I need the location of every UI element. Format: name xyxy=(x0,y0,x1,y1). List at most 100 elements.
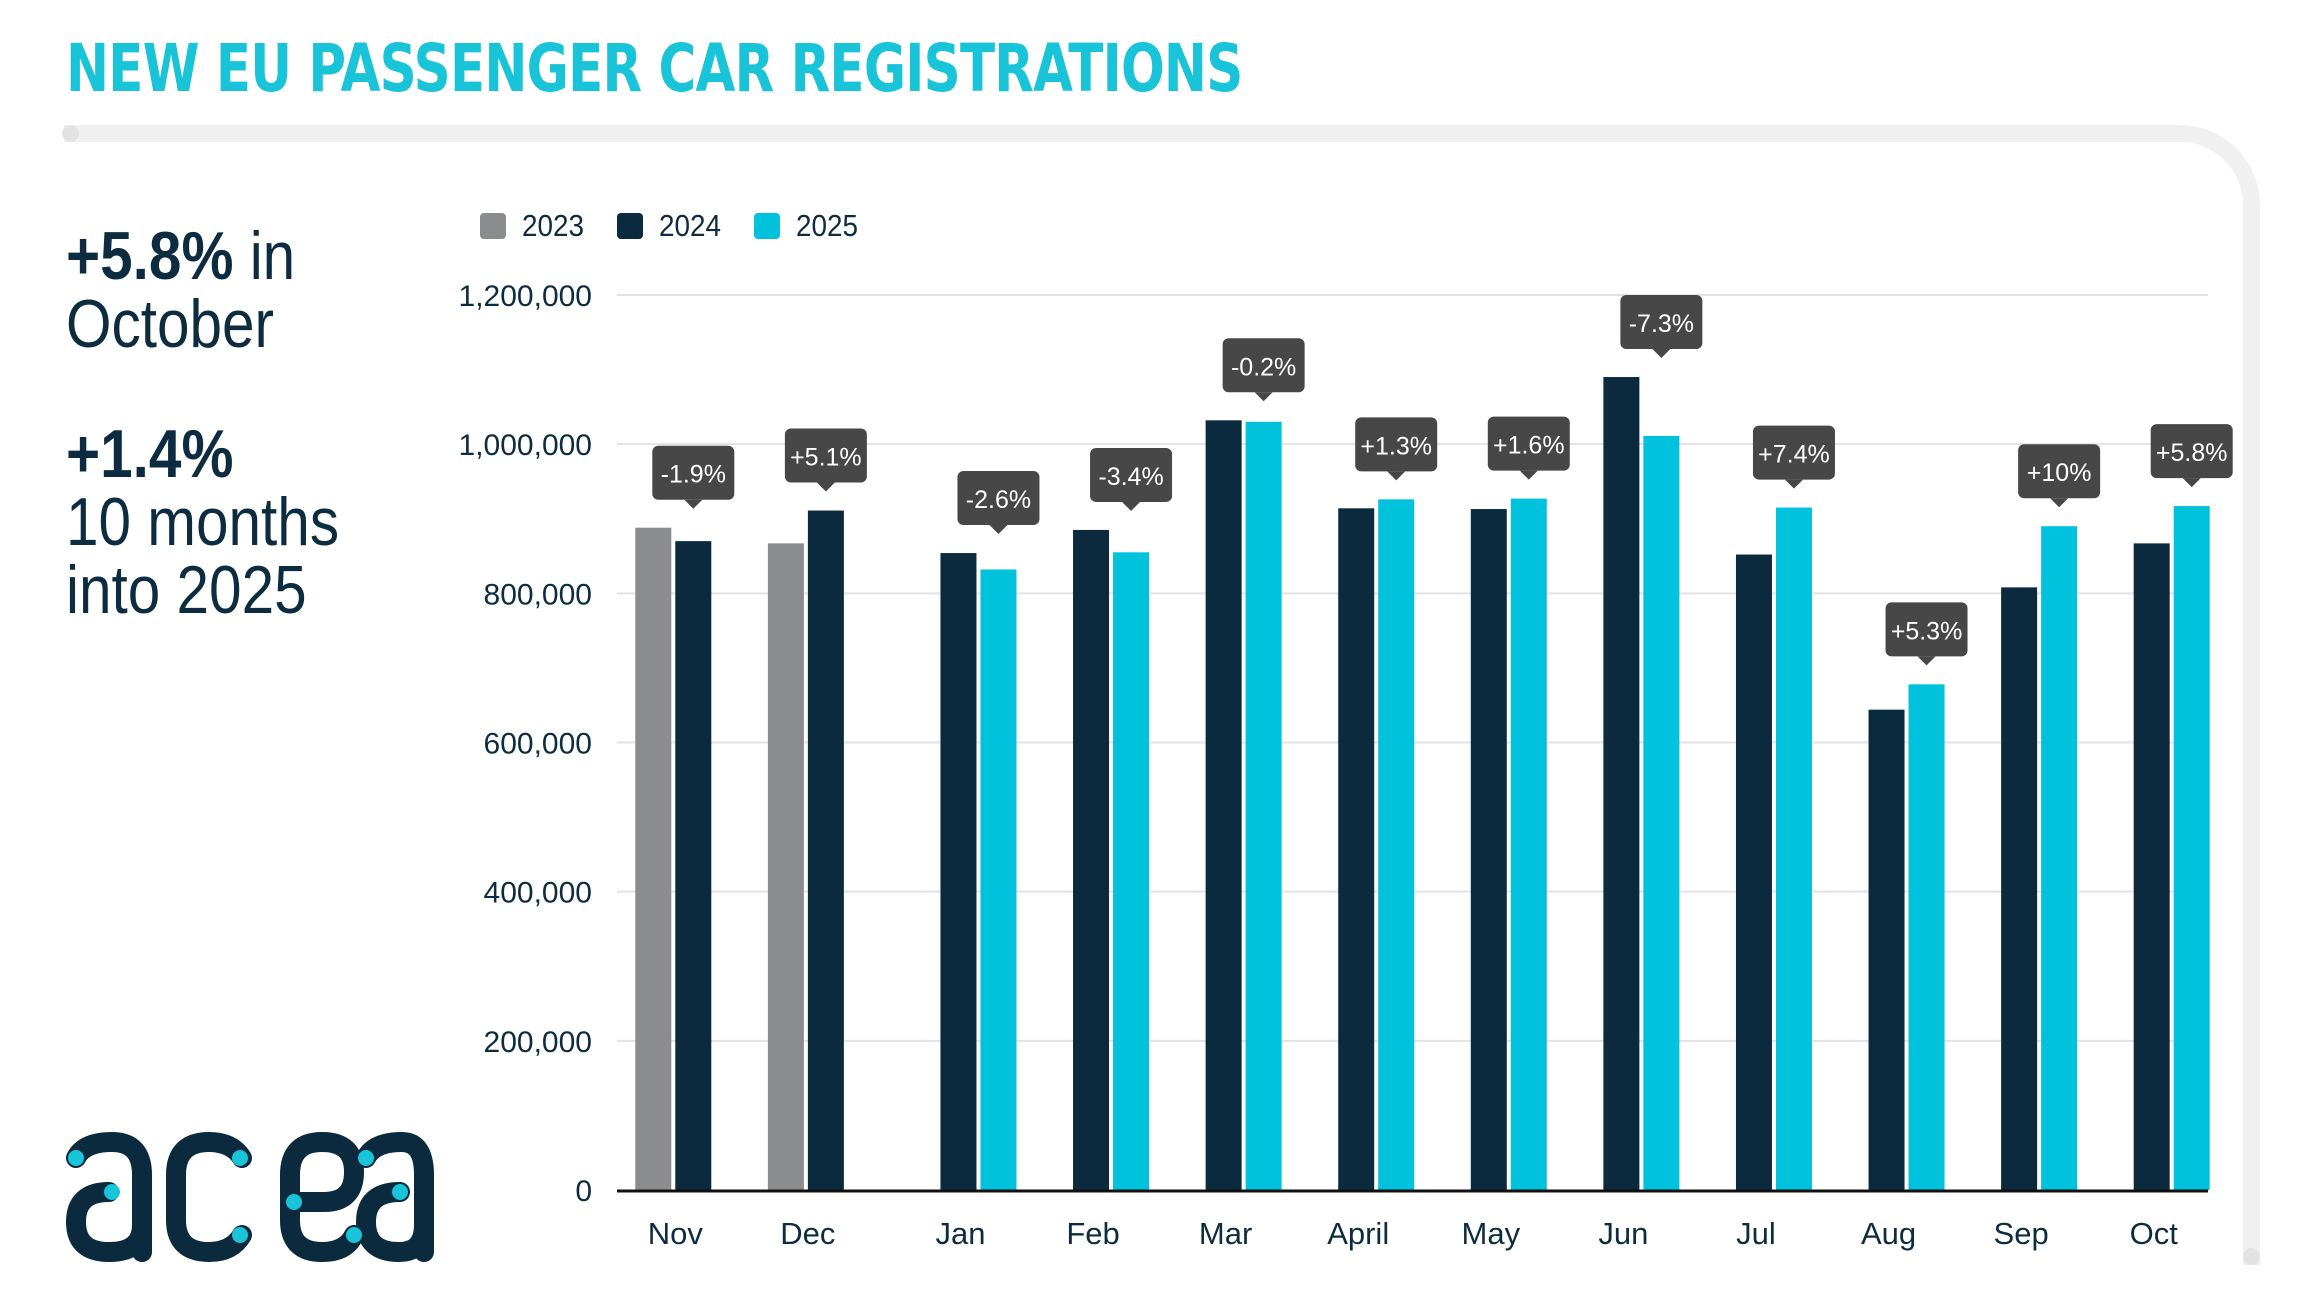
annotation-label: +5.1% xyxy=(790,444,862,472)
annotation-label: -1.9% xyxy=(661,461,726,489)
legend-label: 2025 xyxy=(795,208,859,243)
chart-legend: 2023 2024 2025 xyxy=(480,208,891,244)
bar-2025-aug[interactable] xyxy=(1908,684,1945,1190)
annotation-callout: +5.1% xyxy=(784,428,867,492)
annotation-callout: +7.4% xyxy=(1752,425,1835,489)
legend-item-2023[interactable]: 2023 xyxy=(480,208,591,244)
bar-2024-jun[interactable] xyxy=(1603,377,1640,1191)
kpi-ytd: +1.4% 10 months into 2025 xyxy=(66,420,339,624)
callout-pointer xyxy=(2050,498,2069,508)
bar-2025-may[interactable] xyxy=(1510,498,1547,1190)
annotation-label: -3.4% xyxy=(1098,463,1163,491)
bar-2023-dec[interactable] xyxy=(767,543,804,1190)
annotation-label: +1.3% xyxy=(1360,432,1432,460)
callout-box xyxy=(957,471,1040,526)
legend-swatch-2023 xyxy=(480,213,506,239)
legend-item-2024[interactable]: 2024 xyxy=(616,208,728,244)
kpi-ytd-label-1: 10 months xyxy=(66,484,340,560)
legend-label: 2023 xyxy=(522,208,585,243)
bar-2024-april[interactable] xyxy=(1338,508,1375,1190)
y-tick-label: 400,000 xyxy=(484,877,592,910)
x-tick-label: Mar xyxy=(1199,1216,1252,1251)
logo-dot xyxy=(392,1184,408,1200)
page-title: NEW EU PASSENGER CAR REGISTRATIONS xyxy=(66,30,1243,107)
annotation-label: +10% xyxy=(2027,459,2092,487)
y-tick-label: 600,000 xyxy=(484,728,592,761)
logo-dot xyxy=(346,1227,362,1243)
callout-pointer xyxy=(1387,471,1406,481)
panel-frame-cap xyxy=(2243,1248,2260,1265)
bar-2024-dec[interactable] xyxy=(807,510,844,1190)
callout-box xyxy=(652,445,735,500)
panel-frame xyxy=(64,125,2260,1265)
annotation-label: +5.8% xyxy=(2156,439,2228,467)
legend-swatch-2024 xyxy=(616,213,643,239)
callout-box xyxy=(1885,602,1968,657)
callout-pointer xyxy=(2182,478,2201,488)
callout-box xyxy=(1355,417,1438,472)
y-tick-label: 800,000 xyxy=(484,578,592,611)
logo-dot xyxy=(68,1150,84,1166)
callout-box xyxy=(1222,338,1305,393)
x-tick-label: Dec xyxy=(780,1216,835,1251)
kpi-ytd-value: +1.4% xyxy=(66,416,234,492)
callout-box xyxy=(2150,424,2233,479)
bar-2025-jan[interactable] xyxy=(980,569,1017,1190)
y-tick-label: 200,000 xyxy=(484,1026,592,1059)
bar-2025-mar[interactable] xyxy=(1245,421,1282,1191)
bar-2025-oct[interactable] xyxy=(2173,506,2210,1191)
annotation-callout: +1.6% xyxy=(1487,416,1570,480)
annotation-label: +1.6% xyxy=(1493,432,1565,460)
callout-pointer xyxy=(1519,470,1538,480)
bar-2024-jan[interactable] xyxy=(940,553,977,1190)
logo-dot xyxy=(358,1150,374,1166)
annotation-callout: -0.2% xyxy=(1222,338,1305,402)
annotation-callout: +5.8% xyxy=(2150,424,2233,488)
acea-logo: acea xyxy=(65,1131,434,1263)
bar-2025-april[interactable] xyxy=(1378,499,1415,1190)
x-tick-label: Jul xyxy=(1736,1216,1776,1251)
legend-item-2025[interactable]: 2025 xyxy=(753,208,865,244)
annotation-label: -0.2% xyxy=(1231,353,1296,381)
kpi-ytd-label-2: into 2025 xyxy=(66,552,307,628)
annotation-label: +5.3% xyxy=(1891,617,1963,645)
bar-2024-jul[interactable] xyxy=(1735,554,1772,1190)
bar-2025-feb[interactable] xyxy=(1113,552,1150,1190)
callout-box xyxy=(1752,425,1835,480)
legend-label: 2024 xyxy=(658,208,722,243)
bars xyxy=(635,377,2210,1191)
bar-2024-feb[interactable] xyxy=(1073,529,1110,1190)
x-tick-label: Feb xyxy=(1066,1216,1119,1251)
callout-box xyxy=(2018,444,2101,499)
x-tick-label: Jun xyxy=(1598,1216,1648,1251)
x-tick-label: Nov xyxy=(648,1216,704,1251)
callout-pointer xyxy=(684,499,703,509)
kpi-october-suffix: in xyxy=(233,218,296,294)
bar-2024-may[interactable] xyxy=(1470,509,1507,1190)
annotation-callout: -7.3% xyxy=(1620,295,1703,359)
callout-pointer xyxy=(816,482,835,492)
bar-2025-jul[interactable] xyxy=(1775,507,1812,1190)
annotation-callout: -3.4% xyxy=(1090,447,1173,511)
logo-dot xyxy=(232,1150,248,1166)
callout-box xyxy=(1487,416,1570,471)
logo-dot xyxy=(104,1184,120,1200)
callout-pointer xyxy=(1652,349,1671,359)
bar-2024-nov[interactable] xyxy=(675,541,712,1190)
kpi-october: +5.8% in October xyxy=(66,222,295,358)
x-tick-label: Aug xyxy=(1861,1216,1916,1251)
bar-2024-oct[interactable] xyxy=(2133,543,2170,1190)
annotations: -1.9% +5.1% -2.6% -3.4% -0.2% +1.3% +1.6% -7.3%… xyxy=(652,295,2233,666)
callout-pointer xyxy=(1917,656,1936,666)
bar-2024-sep[interactable] xyxy=(2001,587,2038,1190)
bar-2025-sep[interactable] xyxy=(2041,526,2078,1190)
kpi-october-label: October xyxy=(66,286,275,362)
bar-2023-nov[interactable] xyxy=(635,527,672,1190)
bar-2025-jun[interactable] xyxy=(1643,435,1680,1190)
y-axis-ticks: 0 200,000 400,000 600,000 800,000 1,000,000 1,… xyxy=(459,280,592,1208)
bar-2024-aug[interactable] xyxy=(1868,709,1905,1190)
bar-2024-mar[interactable] xyxy=(1205,420,1242,1190)
callout-pointer xyxy=(1122,501,1141,511)
y-tick-label: 1,200,000 xyxy=(459,280,592,313)
callout-box xyxy=(1620,295,1703,350)
